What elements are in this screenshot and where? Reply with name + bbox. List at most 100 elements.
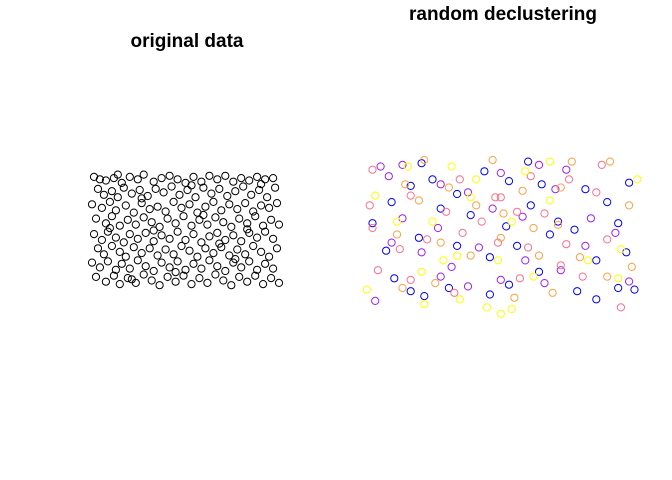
data-point [181,235,190,245]
data-point-group-3 [373,266,382,275]
data-point [219,218,228,227]
data-point [141,262,150,271]
data-point-group-1 [387,198,396,207]
data-point [205,171,214,180]
data-point-group-1 [436,204,445,213]
data-point [221,235,230,245]
data-point-group-1 [524,157,533,166]
data-point [137,249,146,258]
data-point-group-1 [545,230,555,239]
data-point-group-1 [537,180,546,189]
data-point [123,274,132,283]
data-point-group-5 [584,256,593,265]
data-point [155,281,164,290]
data-point [117,259,126,268]
data-point [141,228,150,237]
data-point [237,174,246,183]
data-point-group-3 [455,175,464,184]
data-point [203,220,212,229]
data-point-group-2 [518,212,527,221]
data-point [169,197,178,206]
data-point [199,210,208,220]
data-point [193,252,202,261]
data-point [272,244,282,253]
data-point-group-2 [447,262,456,271]
data-point [101,219,111,228]
data-point-group-5 [507,217,516,226]
chart-title-declustering: random declustering [409,4,597,25]
data-point-group-3 [526,172,535,181]
data-point-group-1 [570,225,579,234]
data-point [163,214,172,223]
data-point-group-1 [453,189,462,199]
data-point-group-2 [611,228,620,237]
data-point [123,215,132,224]
data-point [149,226,158,235]
data-point [133,256,142,265]
data-point-group-4 [499,209,508,218]
panel-original-data: original data [87,31,284,290]
data-point [93,184,103,193]
data-point [149,177,158,186]
data-point [171,219,180,228]
data-point-group-3 [513,207,522,216]
data-point-group-2 [496,275,505,284]
data-point-group-4 [518,186,527,195]
data-point [111,206,121,215]
data-point [213,228,222,237]
data-point-group-4 [625,201,634,210]
data-point-group-2 [398,160,407,169]
data-point-group-1 [406,181,415,190]
data-point-group-4 [444,183,453,192]
scatter-points-original [87,170,284,290]
data-point-group-4 [401,180,410,189]
data-point-group-4 [398,283,407,293]
data-point [121,201,130,210]
data-point-group-3 [616,303,626,312]
data-point-group-3 [592,188,601,197]
data-point [237,263,246,272]
data-point-group-5 [417,267,426,276]
data-point [249,207,258,216]
data-point-group-5 [362,285,372,294]
panel-random-declustering: random declustering [362,4,642,318]
data-point-group-1 [614,283,623,293]
data-point-group-1 [534,267,544,276]
data-point-group-5 [521,167,530,176]
data-point [209,249,218,258]
data-point-group-4 [414,196,423,205]
data-point [189,172,198,181]
data-point-group-3 [597,160,606,169]
data-point-group-5 [371,191,380,200]
data-point [211,270,220,279]
data-point-group-4 [627,262,636,271]
data-point-group-5 [545,157,555,166]
data-point-group-1 [603,198,612,207]
data-point-group-3 [556,261,565,270]
data-point [101,277,111,286]
data-point [205,256,214,265]
scatter-points-declustering [362,155,642,318]
data-point [139,170,148,179]
data-point-group-3 [365,201,374,210]
data-point [115,221,124,230]
data-point-group-2 [436,272,445,281]
data-point-group-2 [521,256,530,265]
data-point [161,245,170,254]
data-point-group-1 [368,219,377,228]
data-point [243,277,252,286]
data-point [177,203,186,212]
data-point-group-5 [507,304,516,314]
data-point [243,219,252,228]
data-point [239,182,248,191]
data-point [235,272,244,281]
data-point-group-1 [480,167,489,176]
data-point [203,278,212,287]
data-point [265,203,274,212]
data-point [115,280,124,289]
data-point [131,220,140,229]
data-point-group-5 [439,256,448,265]
data-point [175,190,184,199]
data-point-group-2 [474,243,483,252]
